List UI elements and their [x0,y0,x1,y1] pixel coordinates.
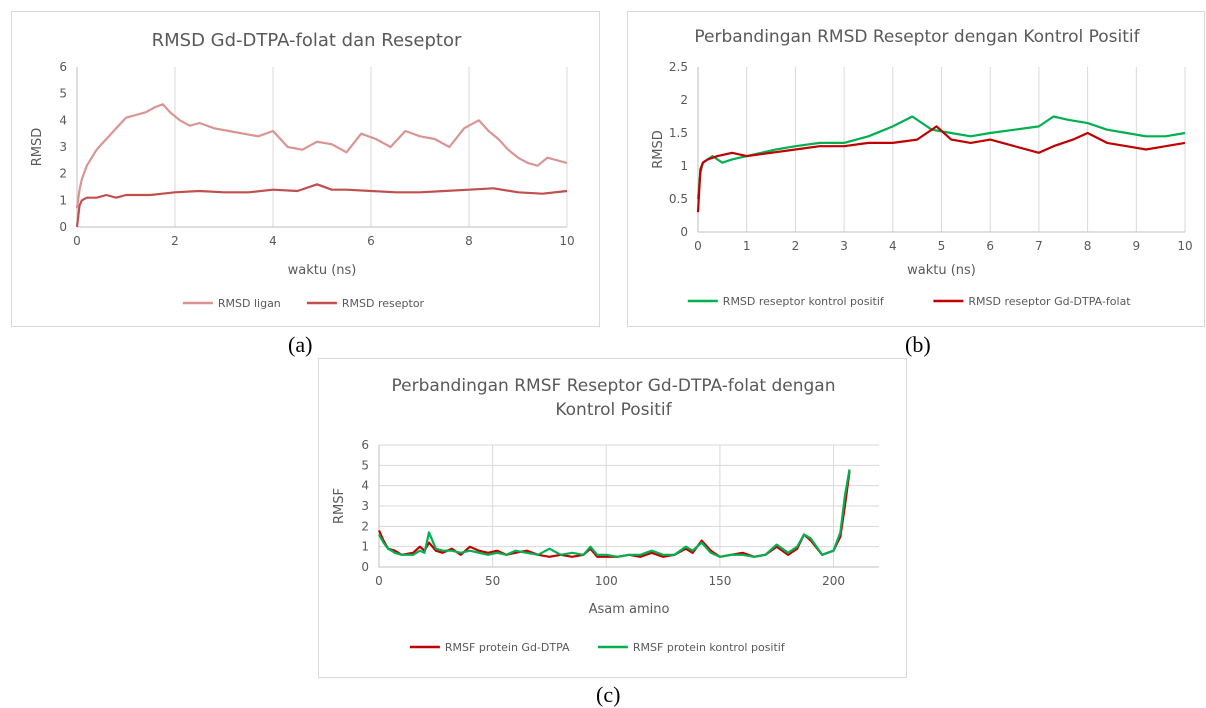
chart-b-x-tick-label: 2 [792,239,800,253]
chart-c-legend-label-1: RMSF protein Gd-DTPA [445,641,570,654]
chart-a-y-tick-label: 4 [59,113,67,127]
chart-b-y-tick-label: 0 [680,225,688,239]
chart-b-x-tick-label: 1 [743,239,751,253]
caption-a: (a) [288,332,313,357]
chart-b-y-tick-label: 2.5 [669,60,688,74]
chart-b-title: Perbandingan RMSD Reseptor dengan Kontro… [694,27,1140,47]
chart-a-x-axis-label: waktu (ns) [288,263,357,278]
chart-panel-a: RMSD Gd-DTPA-folat dan Reseptor 0 2 4 6 8 10 0 1… [11,11,600,327]
chart-c-legend-label-2: RMSF protein kontrol positif [633,641,786,654]
chart-b-x-tick-label: 10 [1177,239,1192,253]
chart-a-y-tick-label: 1 [59,193,67,207]
chart-c-x-tick-label: 200 [822,574,845,588]
chart-b-x-tick-label: 8 [1084,239,1092,253]
chart-b-series-line-1 [696,115,1186,200]
chart-panel-b: Perbandingan RMSD Reseptor dengan Kontro… [627,11,1205,327]
chart-c-x-tick-label: 100 [595,574,618,588]
chart-c-series-line-2 [378,469,851,558]
chart-a-x-tick-label: 4 [269,234,277,248]
chart-b-x-tick-label: 3 [840,239,848,253]
chart-b-y-tick-label: 2 [680,93,688,107]
chart-a-y-tick-label: 3 [59,140,67,154]
caption-b: (b) [905,332,931,357]
chart-a-x-tick-label: 6 [367,234,375,248]
chart-a-series-line-1 [75,103,568,209]
chart-a-title: RMSD Gd-DTPA-folat dan Reseptor [152,30,462,51]
chart-b-svg: Perbandingan RMSD Reseptor dengan Kontro… [651,27,1193,308]
chart-a-y-axis-label: RMSD [30,128,45,167]
chart-c-y-tick-label: 4 [361,479,369,493]
chart-c-x-tick-label: 50 [485,574,500,588]
chart-b-series-line-2 [696,125,1186,213]
chart-a-x-tick-label: 10 [559,234,574,248]
chart-c-svg: Perbandingan RMSF Reseptor Gd-DTPA-folat… [332,376,879,654]
chart-b-x-tick-label: 0 [694,239,702,253]
chart-a-y-tick-label: 5 [59,87,67,101]
chart-a-y-tick-label: 2 [59,167,67,181]
chart-c-y-tick-label: 5 [361,458,369,472]
chart-a-svg: RMSD Gd-DTPA-folat dan Reseptor 0 2 4 6 8 10 0 1… [30,30,575,310]
chart-b-x-tick-label: 5 [938,239,946,253]
chart-panel-c: Perbandingan RMSF Reseptor Gd-DTPA-folat… [318,358,907,678]
chart-b-y-tick-label: 1 [680,159,688,173]
chart-c-y-tick-label: 3 [361,499,369,513]
chart-a-series-line-2 [75,183,568,228]
chart-c-x-tick-label: 0 [375,574,383,588]
chart-c-y-tick-label: 1 [361,540,369,554]
chart-b-y-tick-label: 1.5 [669,126,688,140]
chart-c-title: Perbandingan RMSF Reseptor Gd-DTPA-folat… [391,376,835,396]
chart-b-x-tick-label: 6 [986,239,994,253]
chart-c-y-tick-label: 6 [361,438,369,452]
chart-b-y-axis-label: RMSD [651,130,666,169]
chart-b-x-axis-label: waktu (ns) [907,263,976,278]
chart-b-x-tick-label: 7 [1035,239,1043,253]
chart-c-title: Kontrol Positif [555,400,672,420]
chart-a-x-tick-label: 0 [73,234,81,248]
chart-c-x-tick-label: 150 [708,574,731,588]
chart-a-x-tick-label: 2 [171,234,179,248]
chart-a-y-tick-label: 0 [59,220,67,234]
chart-c-y-tick-label: 2 [361,519,369,533]
chart-a-legend-label-1: RMSD ligan [218,297,281,310]
chart-b-legend-label-1: RMSD reseptor kontrol positif [723,295,885,308]
caption-c: (c) [596,682,621,707]
chart-b-legend-label-2: RMSD reseptor Gd-DTPA-folat [968,295,1131,308]
chart-b-x-tick-label: 9 [1132,239,1140,253]
chart-a-x-tick-label: 8 [465,234,473,248]
chart-c-x-axis-label: Asam amino [589,602,670,617]
chart-b-y-tick-label: 0.5 [669,192,688,206]
chart-b-x-tick-label: 4 [889,239,897,253]
chart-c-y-axis-label: RMSF [332,488,347,524]
chart-a-y-tick-label: 6 [59,60,67,74]
chart-c-y-tick-label: 0 [361,560,369,574]
chart-c-series-line-1 [377,471,851,558]
chart-a-legend-label-2: RMSD reseptor [342,297,425,310]
